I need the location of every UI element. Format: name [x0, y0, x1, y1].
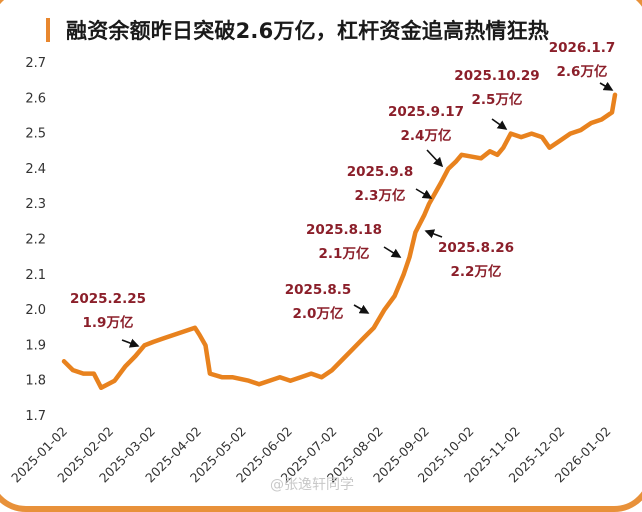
annotation: 2025.8.18 2.1万亿	[306, 222, 402, 262]
annotation: 2025.2.25 1.9万亿	[70, 291, 146, 348]
annotation: 2025.9.8 2.3万亿	[347, 164, 433, 204]
annotation-date: 2025.9.8	[347, 164, 414, 180]
y-tick-label: 2.7	[25, 56, 46, 71]
annotation-value: 2.5万亿	[472, 91, 523, 108]
y-tick-label: 1.9	[25, 338, 46, 353]
y-tick-label: 2.4	[25, 162, 46, 177]
annotation-value: 2.3万亿	[355, 187, 406, 204]
annotation: 2026.1.7 2.6万亿	[549, 40, 616, 91]
annotation: 2025.8.5 2.0万亿	[285, 282, 370, 322]
annotation-value: 2.2万亿	[451, 263, 502, 280]
annotation-value: 2.0万亿	[293, 305, 344, 322]
annotation-date: 2025.2.25	[70, 291, 146, 307]
arrow-icon	[491, 118, 508, 130]
arrow-icon	[121, 338, 140, 348]
annotation-value: 1.9万亿	[83, 314, 134, 331]
y-tick-label: 2.2	[25, 233, 46, 248]
y-tick-label: 2.3	[25, 197, 46, 212]
y-tick-label: 1.8	[25, 374, 46, 389]
arrow-icon	[353, 304, 370, 314]
annotation: 2025.9.17 2.4万亿	[388, 104, 464, 168]
arrow-icon	[424, 229, 443, 239]
annotation: 2025.8.26 2.2万亿	[424, 229, 514, 280]
annotation-value: 2.6万亿	[557, 63, 608, 80]
annotation-date: 2026.1.7	[549, 40, 616, 56]
chart-header: 融资余额昨日突破2.6万亿，杠杆资金追高热情狂热	[46, 15, 549, 45]
y-tick-label: 2.6	[25, 91, 46, 106]
annotation-date: 2025.8.18	[306, 222, 382, 238]
annotation-value: 2.1万亿	[319, 245, 370, 262]
annotation-value: 2.4万亿	[401, 127, 452, 144]
arrow-icon	[599, 81, 614, 91]
arrow-icon	[426, 149, 444, 168]
title-accent-bar	[46, 18, 50, 42]
arrow-icon	[383, 246, 402, 258]
financing-balance-line	[61, 92, 618, 391]
annotation-date: 2025.10.29	[454, 68, 539, 84]
annotations: 2025.2.25 1.9万亿 2025.8.5 2.0万亿 2025.8.18 2.1万…	[70, 40, 616, 348]
annotation-date: 2025.8.26	[438, 240, 514, 256]
y-tick-label: 1.7	[25, 409, 46, 424]
annotation-date: 2025.9.17	[388, 104, 464, 120]
arrow-icon	[415, 188, 433, 199]
y-tick-label: 2.5	[25, 127, 46, 142]
annotation-date: 2025.8.5	[285, 282, 352, 298]
y-tick-label: 2.0	[25, 303, 46, 318]
line-chart: 2.72.62.52.42.32.22.12.01.91.81.7 2025-0…	[8, 40, 618, 485]
chart-title: 融资余额昨日突破2.6万亿，杠杆资金追高热情狂热	[66, 19, 549, 43]
annotation: 2025.10.29 2.5万亿	[454, 68, 540, 130]
y-axis-ticks: 2.7 2.6 2.5 2.4 2.3 2.2 2.1 2.0 1.9 1.8 1.7	[25, 56, 46, 424]
weibo-watermark: @张逸轩同学	[270, 477, 354, 493]
y-tick-label: 2.1	[25, 268, 46, 283]
